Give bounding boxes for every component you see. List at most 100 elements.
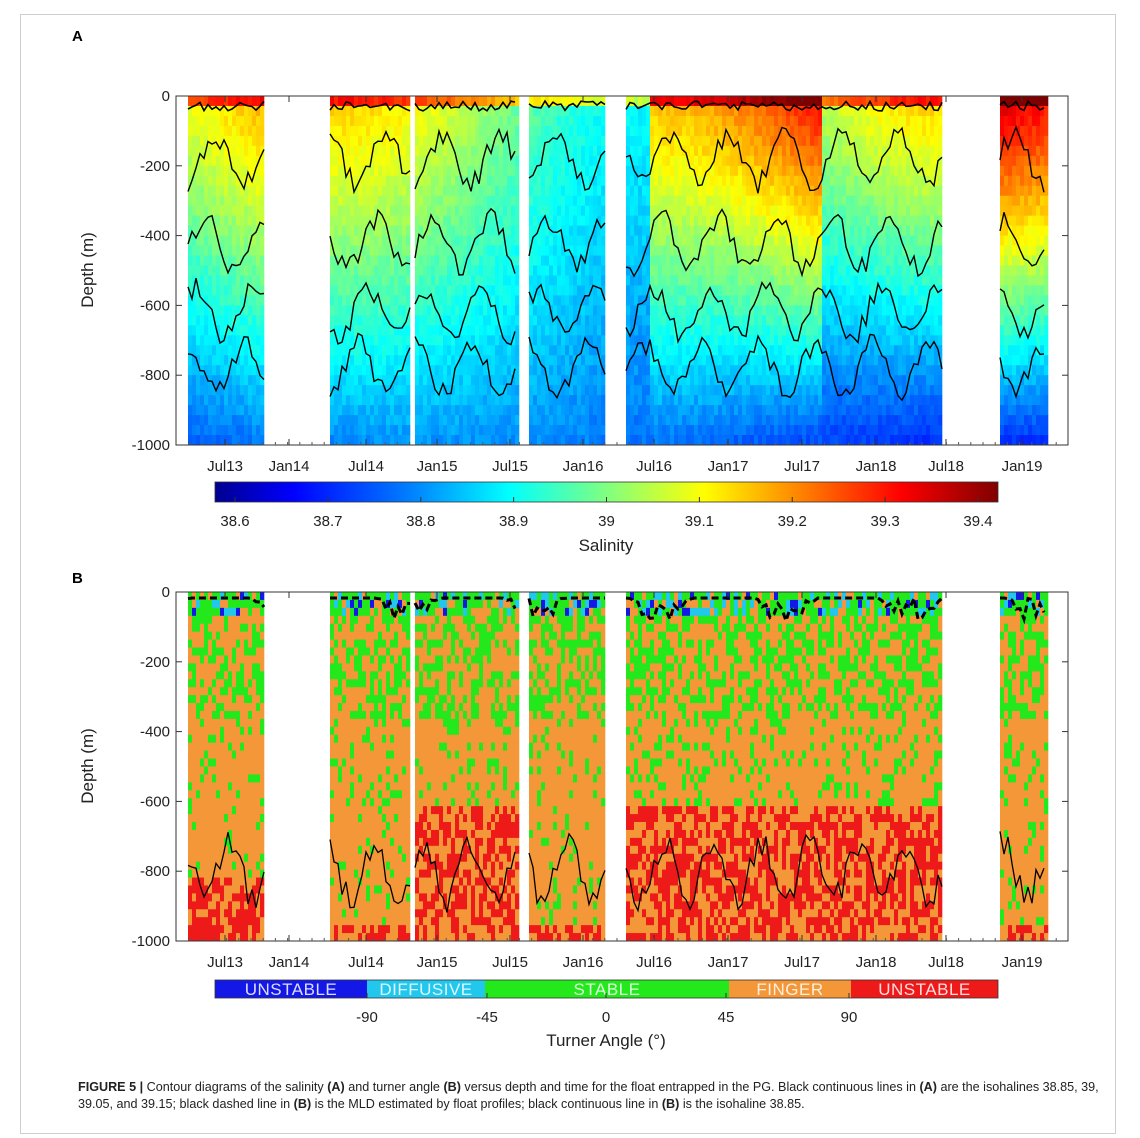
salinity-cell <box>686 425 691 436</box>
salinity-cell <box>503 395 508 406</box>
salinity-cell <box>382 105 387 117</box>
salinity-cell <box>794 215 799 227</box>
salinity-cell <box>350 115 355 127</box>
salinity-cell <box>778 225 783 237</box>
salinity-cell <box>402 175 407 187</box>
salinity-cell <box>192 145 197 157</box>
salinity-cell <box>601 275 606 286</box>
salinity-cell <box>774 205 779 217</box>
salinity-cell <box>196 415 201 426</box>
salinity-cell <box>593 355 598 366</box>
salinity-cell <box>537 255 542 267</box>
salinity-cell <box>734 225 739 237</box>
salinity-cell <box>593 175 598 187</box>
salinity-cell <box>346 425 351 436</box>
salinity-cell <box>666 145 671 157</box>
salinity-cell <box>710 415 715 426</box>
salinity-cell <box>212 365 217 376</box>
salinity-cell <box>427 425 432 436</box>
salinity-cell <box>427 285 432 296</box>
salinity-cell <box>240 185 245 197</box>
salinity-cell <box>386 305 391 316</box>
salinity-cell <box>634 365 639 376</box>
salinity-cell <box>726 105 731 117</box>
salinity-cell <box>778 105 783 117</box>
salinity-cell <box>842 385 847 396</box>
salinity-cell <box>354 105 359 117</box>
salinity-cell <box>838 195 843 207</box>
salinity-cell <box>402 295 407 306</box>
salinity-cell <box>378 305 383 316</box>
salinity-cell <box>491 245 496 257</box>
salinity-cell <box>248 305 253 316</box>
salinity-cell <box>236 145 241 157</box>
salinity-cell <box>394 285 399 296</box>
salinity-cell <box>366 145 371 157</box>
salinity-cell <box>758 385 763 396</box>
salinity-cell <box>374 96 379 107</box>
salinity-cell <box>507 435 512 446</box>
salinity-cell <box>714 415 719 426</box>
salinity-cell <box>382 435 387 446</box>
salinity-cell <box>750 195 755 207</box>
salinity-cell <box>439 135 444 147</box>
salinity-cell <box>854 155 859 167</box>
salinity-cell <box>798 185 803 197</box>
salinity-cell <box>601 96 606 107</box>
salinity-cell <box>529 395 534 406</box>
salinity-cell <box>529 385 534 396</box>
salinity-cell <box>378 345 383 356</box>
salinity-cell <box>565 335 570 346</box>
salinity-cell <box>455 235 460 247</box>
salinity-cell <box>330 405 335 416</box>
salinity-cell <box>802 225 807 237</box>
salinity-cell <box>192 205 197 217</box>
salinity-cell <box>541 245 546 257</box>
salinity-cell <box>260 355 265 366</box>
salinity-cell <box>638 105 643 117</box>
salinity-cell <box>232 155 237 167</box>
salinity-cell <box>774 255 779 267</box>
salinity-cell <box>686 175 691 187</box>
salinity-cell <box>746 345 751 356</box>
salinity-cell <box>786 395 791 406</box>
salinity-cell <box>581 255 586 267</box>
salinity-cell <box>838 265 843 276</box>
salinity-cell <box>487 105 492 117</box>
salinity-cell <box>694 225 699 237</box>
salinity-cell <box>710 305 715 316</box>
salinity-cell <box>511 435 516 446</box>
salinity-cell <box>850 375 855 386</box>
salinity-cell <box>714 275 719 286</box>
salinity-cell <box>491 435 496 446</box>
salinity-cell <box>822 125 827 137</box>
salinity-cell <box>439 125 444 137</box>
salinity-cell <box>714 105 719 117</box>
salinity-cell <box>232 255 237 267</box>
salinity-cell <box>770 105 775 117</box>
salinity-cell <box>455 325 460 336</box>
salinity-cell <box>228 325 233 336</box>
salinity-cell <box>626 415 631 426</box>
salinity-cell <box>854 235 859 247</box>
salinity-cell <box>338 195 343 207</box>
salinity-cell <box>557 435 562 446</box>
salinity-cell <box>734 355 739 366</box>
salinity-cell <box>398 315 403 326</box>
salinity-cell <box>798 385 803 396</box>
salinity-cell <box>702 175 707 187</box>
salinity-cell <box>838 415 843 426</box>
salinity-cell <box>569 115 574 127</box>
salinity-cell <box>702 415 707 426</box>
salinity-cell <box>726 375 731 386</box>
salinity-cell <box>541 195 546 207</box>
salinity-cell <box>354 345 359 356</box>
salinity-cell <box>204 155 209 167</box>
salinity-cell <box>754 195 759 207</box>
salinity-cell <box>423 405 428 416</box>
salinity-cell <box>386 235 391 247</box>
salinity-cell <box>666 265 671 276</box>
salinity-cell <box>398 405 403 416</box>
salinity-cell <box>499 245 504 257</box>
salinity-cell <box>346 135 351 147</box>
